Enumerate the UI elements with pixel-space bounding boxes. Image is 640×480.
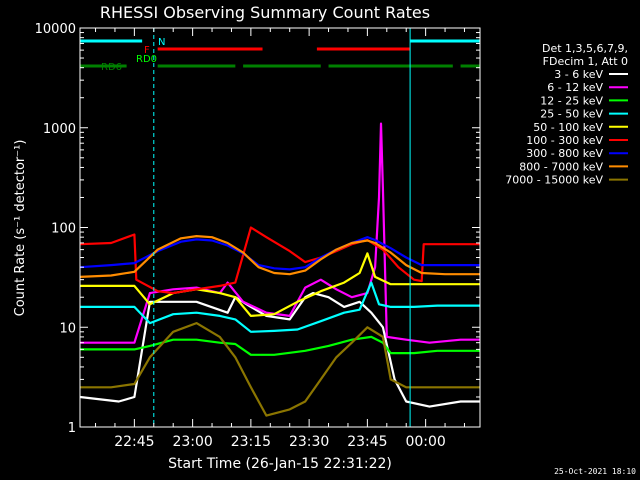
x-tick-label: 23:00 [172,434,212,450]
y-tick-label: 10000 [35,22,76,37]
series-line [80,281,480,333]
y-tick-label: 100 [51,222,76,237]
state-bar-label: RD0 [136,54,157,65]
y-tick-label: 1000 [43,122,76,137]
x-tick-label: 22:45 [114,434,154,450]
state-bar-label: RD6 [101,62,122,73]
x-tick-label: 23:45 [347,434,387,450]
legend-label: 300 - 800 keV [526,147,603,160]
series-line [79,226,480,295]
x-tick-label: 00:00 [405,434,445,450]
y-tick-label: 10 [59,321,76,336]
legend-label: 12 - 25 keV [540,94,603,107]
x-tick-label: 23:15 [231,434,271,450]
x-axis-label: Start Time (26-Jan-15 22:31:22) [168,456,392,472]
chart-title: RHESSI Observing Summary Count Rates [100,3,430,22]
y-axis-label: Count Rate (s⁻¹ detector⁻¹) [13,140,28,317]
legend-label: 6 - 12 keV [547,81,603,94]
legend-label: 25 - 50 keV [540,108,603,121]
series-line [80,335,480,356]
legend-header-line: Det 1,3,5,6,7,9, [542,42,628,55]
legend: Det 1,3,5,6,7,9, FDecim 1, Att 0 3 - 6 k… [505,42,628,187]
legend-label: 800 - 7000 keV [519,160,603,173]
state-bar-label: F [144,45,150,56]
series-lines [79,122,480,417]
series-line [80,122,480,344]
timestamp: 25-Oct-2021 18:10 [554,467,636,476]
series-line [79,235,480,278]
legend-label: 50 - 100 keV [533,121,603,134]
y-tick-label: 1 [68,421,76,436]
legend-label: 3 - 6 keV [554,68,603,81]
legend-label: 100 - 300 keV [526,134,603,147]
state-bar-label: N [158,37,165,48]
series-line [80,252,480,317]
series-line [80,322,480,417]
x-tick-label: 23:30 [289,434,329,450]
legend-header-line: FDecim 1, Att 0 [543,55,628,68]
axes: 1 10 100 1000 10000 22:45 23:00 23:15 23:30 23:45… [35,22,481,450]
legend-label: 7000 - 15000 keV [505,174,603,187]
series-line [79,236,480,271]
